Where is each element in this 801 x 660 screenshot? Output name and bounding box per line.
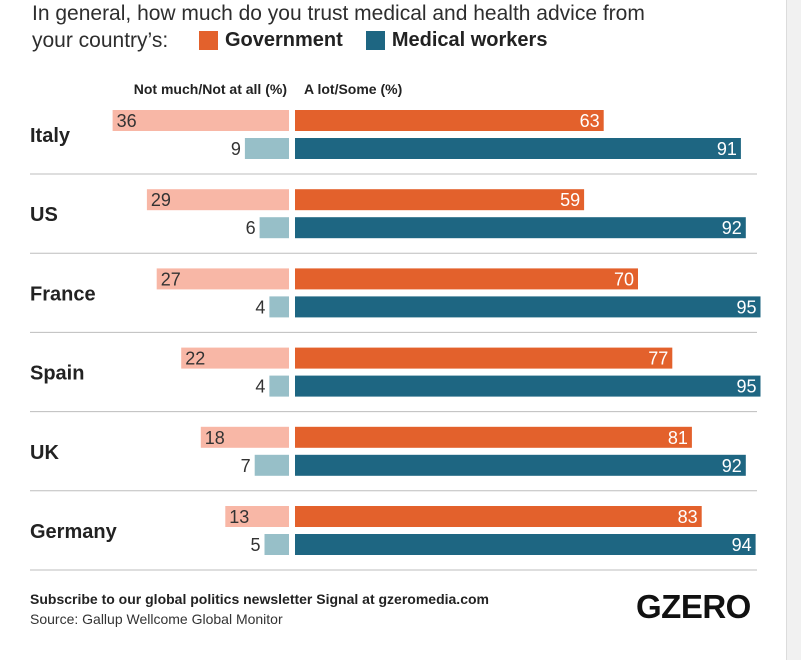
label-government-negative-germany: 13 [229, 507, 249, 527]
category-label-us: US [30, 204, 58, 226]
label-medical-negative-uk: 7 [241, 456, 251, 476]
bar-medical-negative-uk [254, 454, 289, 476]
bar-government-negative-germany [225, 506, 289, 527]
label-medical-negative-spain: 4 [255, 377, 265, 397]
column-header-not-much: Not much/Not at all (%) [133, 81, 287, 97]
label-government-negative-us: 29 [151, 190, 171, 210]
category-label-spain: Spain [30, 363, 84, 385]
bar-medical-positive-france [295, 296, 761, 318]
label-government-positive-spain: 77 [648, 349, 668, 369]
bar-government-negative-france [156, 268, 289, 290]
bar-medical-positive-italy [295, 138, 741, 159]
bar-government-negative-spain [181, 347, 289, 369]
gzero-logo: GZERO [636, 588, 751, 625]
label-government-positive-us: 59 [560, 190, 580, 210]
legend-swatch-government [199, 31, 218, 50]
legend-label-medical-workers: Medical workers [391, 29, 548, 51]
label-medical-positive-italy: 91 [717, 139, 737, 159]
bar-government-positive-us [295, 189, 585, 211]
bar-government-negative-us [146, 189, 289, 211]
bar-government-positive-spain [295, 347, 673, 369]
label-government-positive-italy: 63 [580, 111, 600, 131]
label-medical-positive-germany: 94 [732, 535, 752, 555]
chart-plot-area: Italy 36 63 9 91 US 29 59 6 92 France 27 70 4 95 Spain 2… [30, 110, 761, 571]
label-medical-negative-france: 4 [255, 297, 265, 317]
legend-item-government: Government [199, 29, 343, 52]
label-government-negative-spain: 22 [185, 349, 205, 369]
bar-government-positive-france [295, 268, 638, 290]
label-government-negative-italy: 36 [117, 111, 137, 131]
label-medical-negative-germany: 5 [250, 535, 260, 555]
bar-medical-positive-us [295, 217, 746, 239]
category-label-france: France [30, 283, 96, 305]
page-right-edge [786, 0, 801, 660]
bar-medical-negative-spain [269, 375, 289, 397]
bar-medical-negative-france [269, 296, 289, 318]
category-label-italy: Italy [30, 125, 71, 147]
label-government-positive-germany: 83 [678, 507, 698, 527]
bar-medical-negative-us [259, 217, 289, 239]
bar-government-negative-uk [200, 426, 289, 448]
column-header-a-lot: A lot/Some (%) [304, 81, 403, 97]
label-medical-positive-us: 92 [722, 218, 742, 238]
subscribe-note: Subscribe to our global politics newslet… [30, 591, 489, 607]
legend-item-medical-workers: Medical workers [365, 29, 548, 52]
bar-medical-negative-italy [244, 138, 289, 159]
label-government-positive-uk: 81 [668, 428, 688, 448]
bar-medical-negative-germany [264, 534, 289, 555]
legend: Government Medical workers [199, 29, 570, 52]
bar-medical-positive-spain [295, 375, 761, 397]
legend-swatch-medical-workers [365, 31, 385, 50]
label-government-negative-uk: 18 [205, 428, 225, 448]
legend-label-government: Government [225, 29, 343, 51]
label-government-negative-france: 27 [161, 269, 181, 289]
bar-medical-positive-uk [295, 454, 746, 476]
label-medical-positive-france: 95 [736, 297, 756, 317]
bar-medical-positive-germany [295, 534, 756, 555]
label-medical-positive-uk: 92 [722, 456, 742, 476]
label-government-positive-france: 70 [614, 269, 634, 289]
bar-government-negative-italy [112, 110, 289, 131]
bar-government-positive-italy [295, 110, 604, 131]
label-medical-negative-italy: 9 [231, 139, 241, 159]
bar-government-positive-germany [295, 506, 702, 527]
chart-title-line-1: In general, how much do you trust medica… [32, 2, 645, 25]
source-note: Source: Gallup Wellcome Global Monitor [30, 611, 283, 627]
category-label-uk: UK [30, 442, 59, 464]
category-label-germany: Germany [30, 521, 118, 543]
bar-government-positive-uk [295, 426, 692, 448]
label-medical-positive-spain: 95 [736, 377, 756, 397]
label-medical-negative-us: 6 [246, 218, 256, 238]
chart-title-line-2: your country’s: [32, 29, 169, 52]
